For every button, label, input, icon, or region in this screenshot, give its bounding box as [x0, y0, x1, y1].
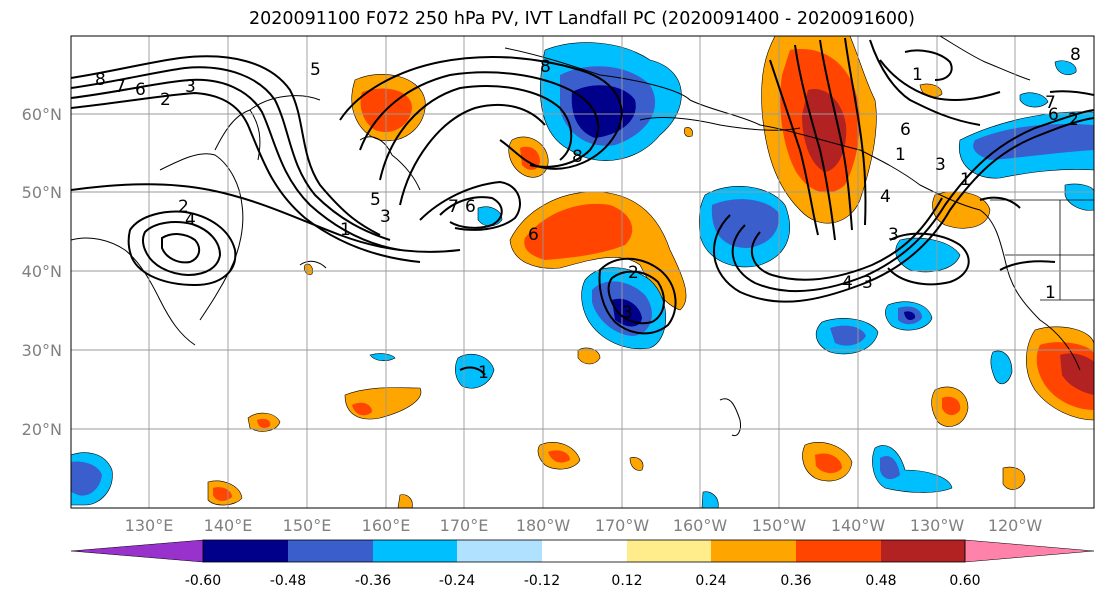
contour-label: 1	[340, 220, 351, 240]
contour-label: 7	[1045, 93, 1056, 113]
colorbar-tick-label: -0.12	[524, 573, 560, 589]
lat-label: 60°N	[22, 105, 62, 124]
map-border	[70, 35, 1095, 509]
lon-label: 130°W	[910, 516, 965, 535]
lon-label: 180°W	[516, 516, 571, 535]
colorbar-tick-label: 0.36	[780, 573, 811, 589]
lon-label: 140°W	[831, 516, 886, 535]
contour-label: 6	[465, 197, 476, 217]
lat-label: 40°N	[22, 262, 62, 281]
colorbar-segment	[796, 540, 881, 562]
colorbar-segment	[288, 540, 373, 562]
lon-label: 120°W	[988, 516, 1043, 535]
lon-label: 130°E	[125, 516, 174, 535]
latitude-labels: 60°N 50°N 40°N 30°N 20°N	[22, 105, 62, 439]
contour-label: 3	[862, 273, 873, 293]
longitude-labels: 130°E 140°E 150°E 160°E 170°E 180°W 170°…	[125, 516, 1043, 535]
contour-label: 8	[540, 57, 551, 77]
contour-label: 8	[95, 70, 106, 90]
lat-label: 50°N	[22, 183, 62, 202]
colorbar-tick-label: 0.60	[949, 573, 980, 589]
contour-label: 3	[185, 77, 196, 97]
map-title: 2020091100 F072 250 hPa PV, IVT Landfall…	[248, 9, 916, 29]
lon-label: 160°W	[673, 516, 728, 535]
contour-label: 1	[1045, 283, 1056, 303]
colorbar-tick-label: 0.48	[865, 573, 896, 589]
contour-labels: 8 7 6 5 3 2 5 3 2 1 4 7 6 6 1 8 8 2 3 6 …	[95, 45, 1081, 383]
colorbar-segment	[373, 540, 457, 562]
colorbar-segment	[457, 540, 542, 562]
colorbar-tick-label: -0.60	[185, 573, 221, 589]
contour-label: 3	[935, 155, 946, 175]
contour-label: 8	[572, 147, 583, 167]
contour-label: 2	[160, 90, 171, 110]
contour-label: 2	[1068, 110, 1079, 130]
lon-label: 160°E	[362, 516, 411, 535]
lon-label: 140°E	[204, 516, 253, 535]
colorbar-segment	[881, 540, 965, 562]
colorbar-tick-label: 0.24	[695, 573, 726, 589]
lon-label: 170°W	[595, 516, 650, 535]
contour-label: 6	[900, 120, 911, 140]
lon-label: 150°W	[752, 516, 807, 535]
contour-label: 7	[448, 197, 459, 217]
colorbar-segment	[70, 539, 204, 563]
pv-contours	[71, 37, 1094, 376]
colorbar-segment	[542, 540, 627, 562]
colorbar-tick-label: -0.48	[270, 573, 306, 589]
lat-label: 30°N	[22, 341, 62, 360]
contour-label: 3	[888, 225, 899, 245]
colorbar-tick-label: -0.36	[355, 573, 391, 589]
contour-label: 1	[912, 65, 923, 85]
contour-label: 4	[880, 187, 891, 207]
contour-label: 7	[115, 77, 126, 97]
colorbar-tick-label: 0.12	[611, 573, 642, 589]
contour-label: 3	[622, 303, 633, 323]
colorbar-segment	[627, 540, 711, 562]
colorbar-segment	[964, 539, 1095, 563]
contour-label: 1	[478, 363, 489, 383]
contour-label: 5	[310, 60, 321, 80]
lat-label: 20°N	[22, 420, 62, 439]
contour-label: 6	[135, 80, 146, 100]
contour-label: 2	[178, 197, 189, 217]
contour-label: 3	[380, 207, 391, 227]
lon-label: 170°E	[440, 516, 489, 535]
contour-label: 1	[895, 145, 906, 165]
lon-label: 150°E	[283, 516, 332, 535]
contour-label: 6	[1048, 105, 1059, 125]
contour-label: 4	[842, 273, 853, 293]
colorbar-border	[202, 539, 966, 563]
colorbar-tick-label: -0.24	[439, 573, 475, 589]
contour-label: 4	[185, 210, 196, 230]
contour-label: 6	[528, 225, 539, 245]
colorbar: -0.60 -0.48 -0.36 -0.24 -0.12 0.12 0.24 …	[70, 539, 1095, 589]
contour-label: 5	[370, 190, 381, 210]
contour-label: 2	[628, 263, 639, 283]
contour-label: 8	[1070, 45, 1081, 65]
contour-label: 1	[960, 170, 971, 190]
colorbar-segment	[711, 540, 796, 562]
colorbar-segment	[203, 540, 288, 562]
